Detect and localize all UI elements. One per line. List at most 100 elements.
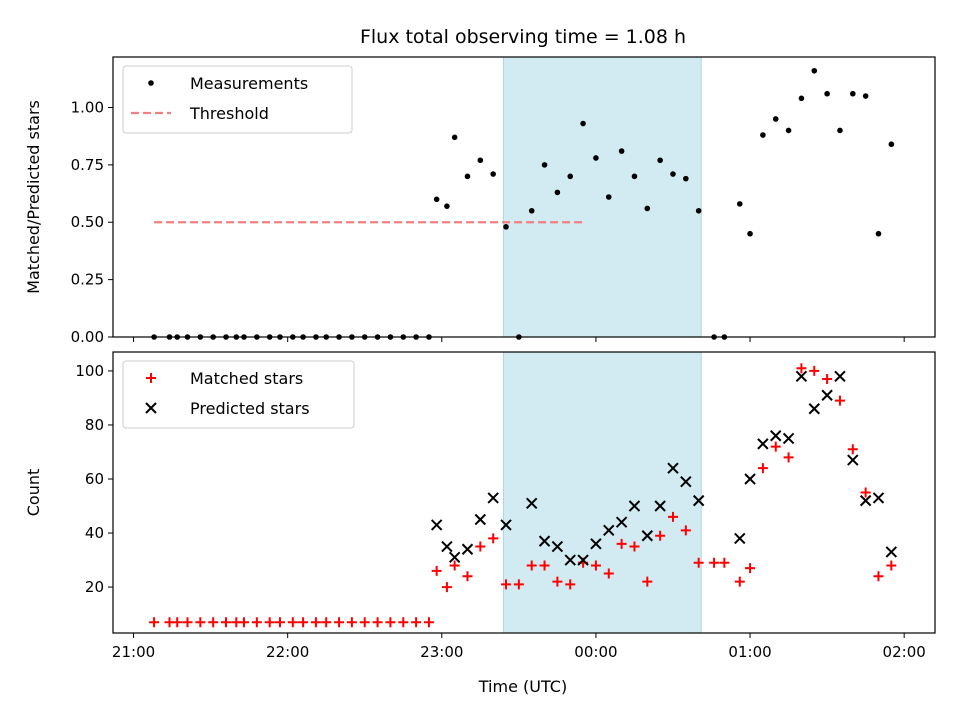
matched-star-point: [809, 365, 820, 376]
predicted-star-point: [551, 540, 564, 553]
matched-star-point: [475, 541, 486, 552]
matched-star-point: [398, 617, 409, 628]
measurement-point: [528, 207, 535, 214]
measurement-point: [444, 203, 450, 209]
matched-star-point: [796, 363, 807, 374]
predicted-star-point: [628, 500, 641, 512]
matched-star-point: [346, 617, 357, 628]
matched-star-point: [195, 617, 206, 628]
matched-star-point: [372, 617, 383, 628]
measurement-point: [554, 189, 561, 196]
predicted-star-point: [757, 438, 769, 450]
predicted-star-point: [430, 519, 443, 531]
matched-star-point: [441, 582, 452, 593]
matched-star-point: [423, 617, 434, 628]
y-tick-label: 80: [85, 416, 104, 434]
bottom-panel: 20 40 60 80 100 21:00 22:00 23:00 00:00 01:00 02:0…: [24, 351, 936, 661]
y-tick-label: 0.50: [71, 213, 104, 231]
matched-star-point: [616, 538, 627, 549]
predicted-star-point: [734, 532, 746, 545]
predicted-star-point: [590, 538, 602, 550]
legend-marker-matched: [146, 373, 156, 383]
predicted-star-point: [782, 432, 795, 445]
chart-title: Flux total observing time = 1.08 h: [360, 26, 686, 48]
predicted-star-point: [603, 524, 615, 537]
measurement-point: [888, 141, 895, 148]
measurement-point: [490, 171, 496, 177]
shaded-observing-interval: [502, 56, 702, 338]
matched-star-point: [431, 565, 442, 576]
matched-star-point: [298, 617, 309, 628]
predicted-star-point: [680, 475, 692, 488]
legend-box: [122, 65, 353, 134]
matched-star-point: [501, 579, 512, 590]
measurement-point: [811, 67, 818, 74]
matched-star-point: [734, 576, 745, 587]
legend-label: Matched stars: [190, 369, 303, 388]
matched-star-point: [642, 576, 653, 587]
matched-star-point: [310, 617, 321, 628]
predicted-star-point: [808, 403, 820, 415]
legend-marker-measurements: [148, 80, 154, 86]
top-panel: 0.00 0.25 0.50 0.75 1.00 Matched/Predicted st…: [24, 56, 936, 346]
measurement-point: [736, 201, 743, 207]
predicted-star-point: [847, 454, 859, 466]
matched-star-point: [526, 560, 537, 571]
matched-star-point: [860, 487, 871, 498]
matched-star-point: [488, 533, 499, 544]
y-tick-label: 20: [85, 578, 104, 596]
legend-box: [122, 360, 355, 429]
matched-star-point: [629, 541, 640, 552]
predicted-star-point: [474, 513, 487, 526]
matched-star-point: [680, 525, 691, 536]
axes-frame: [112, 56, 936, 338]
matched-star-point: [834, 395, 845, 406]
y-tick-label: 0.00: [71, 328, 104, 346]
x-axis-label: Time (UTC): [478, 677, 567, 696]
measurement-point: [605, 194, 612, 200]
measurement-point: [798, 95, 805, 102]
series-predicted-stars: [430, 370, 898, 566]
matched-star-point: [411, 617, 422, 628]
x-tick-label: 21:00: [112, 643, 155, 661]
measurement-point: [567, 173, 574, 180]
predicted-star-point: [538, 535, 551, 547]
measurement-point: [683, 175, 689, 182]
matched-star-point: [886, 560, 897, 571]
measurement-point: [451, 134, 458, 141]
matched-star-point: [334, 617, 345, 628]
predicted-star-point: [859, 494, 872, 507]
matched-star-point: [667, 511, 678, 522]
matched-star-point: [208, 617, 219, 628]
predicted-star-point: [525, 497, 538, 510]
y-tick-label: 0.25: [71, 271, 104, 289]
predicted-star-point: [441, 540, 453, 553]
predicted-star-point: [564, 554, 576, 566]
measurement-point: [618, 148, 625, 154]
matched-star-point: [274, 617, 285, 628]
axes-frame: [112, 351, 936, 634]
y-tick-label: 60: [85, 470, 104, 488]
matched-star-point: [590, 560, 601, 571]
x-tick-label: 23:00: [420, 643, 463, 661]
series-matched-stars: [149, 363, 897, 628]
predicted-star-point: [692, 494, 705, 507]
predicted-star-point: [885, 546, 898, 558]
measurement-point: [631, 173, 638, 180]
y-axis-label: Matched/Predicted stars: [24, 100, 43, 294]
measurement-point: [862, 93, 869, 99]
matched-star-point: [321, 617, 332, 628]
legend-label: Threshold: [189, 104, 269, 123]
measurement-point: [503, 224, 509, 230]
matched-star-point: [552, 576, 563, 587]
matched-star-point: [603, 568, 614, 579]
predicted-star-point: [795, 370, 808, 383]
matched-star-point: [847, 444, 858, 455]
matched-star-point: [822, 374, 833, 385]
measurement-point: [875, 230, 882, 237]
matched-star-point: [873, 571, 884, 582]
matched-star-point: [221, 617, 232, 628]
predicted-star-point: [667, 462, 679, 474]
predicted-star-point: [487, 492, 499, 504]
predicted-star-point: [577, 554, 589, 566]
